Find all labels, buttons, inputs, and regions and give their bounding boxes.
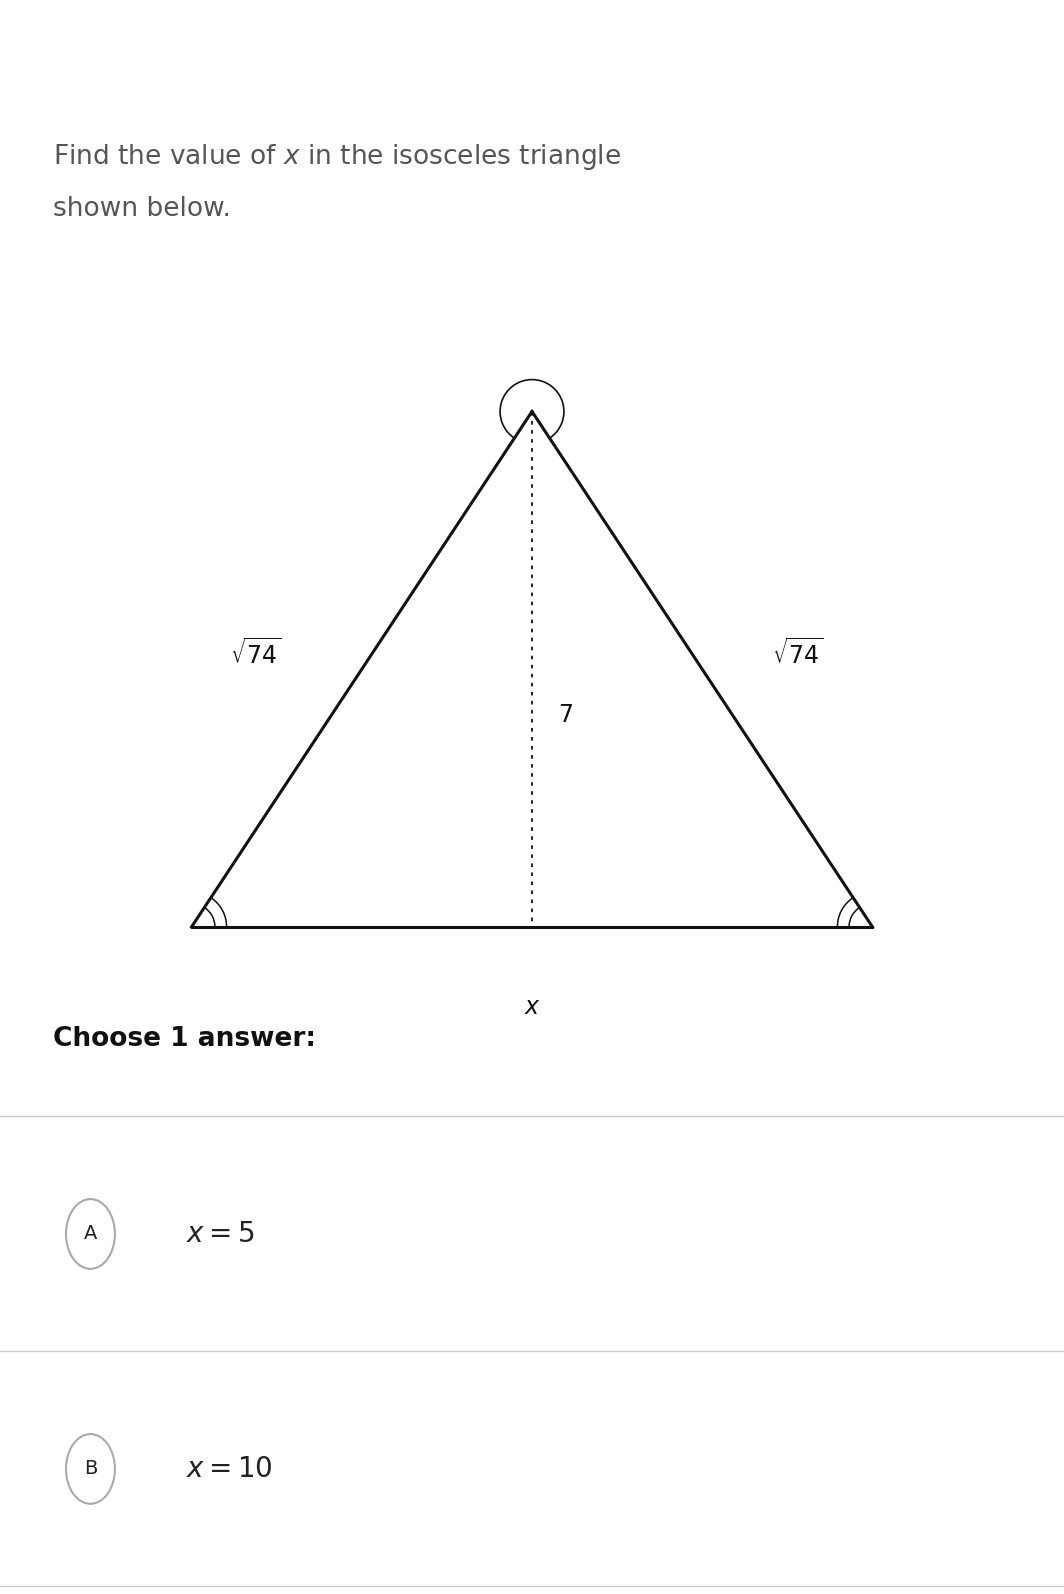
Text: Find the value of $x$ in the isosceles triangle: Find the value of $x$ in the isosceles t… bbox=[53, 142, 621, 172]
Text: $x$: $x$ bbox=[523, 995, 541, 1019]
Text: shown below.: shown below. bbox=[53, 196, 231, 222]
Text: $x = 5$: $x = 5$ bbox=[186, 1219, 254, 1248]
Text: $x = 10$: $x = 10$ bbox=[186, 1455, 273, 1482]
Text: <: < bbox=[29, 22, 56, 56]
Text: $\sqrt{74}$: $\sqrt{74}$ bbox=[772, 639, 824, 669]
Text: Choose 1 answer:: Choose 1 answer: bbox=[53, 1025, 316, 1052]
Text: $\sqrt{74}$: $\sqrt{74}$ bbox=[230, 639, 281, 669]
Text: 7: 7 bbox=[559, 703, 573, 727]
Text: Use Pythagorean theorem to find isosce...: Use Pythagorean theorem to find isosce..… bbox=[222, 26, 884, 53]
Text: B: B bbox=[84, 1460, 97, 1478]
Text: A: A bbox=[84, 1224, 97, 1243]
